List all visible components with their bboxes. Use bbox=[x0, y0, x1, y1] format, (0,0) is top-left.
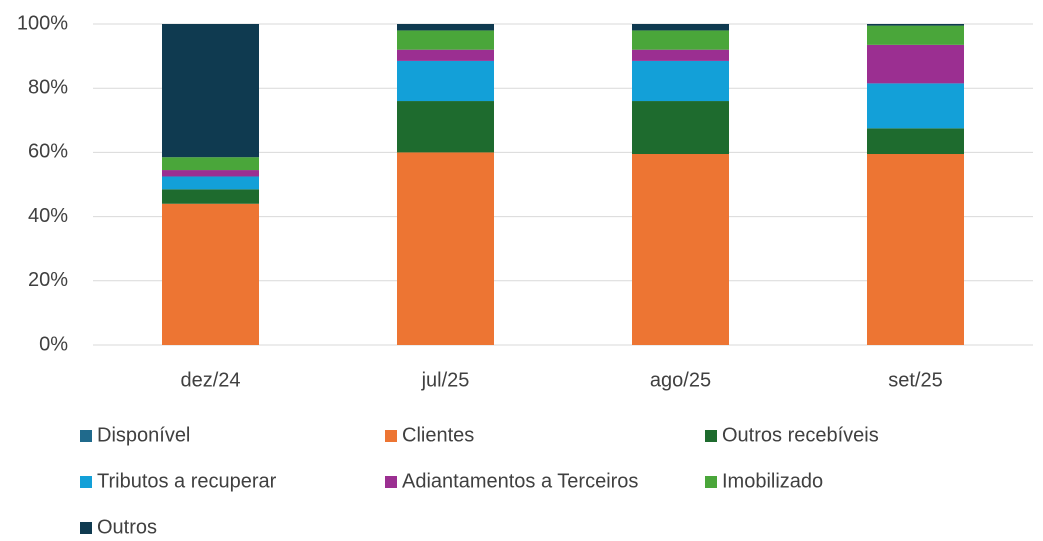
bar-segment bbox=[632, 30, 729, 50]
bar-segment bbox=[397, 24, 494, 31]
legend-swatch bbox=[80, 522, 92, 534]
bar-segment bbox=[162, 24, 259, 158]
legend-swatch bbox=[385, 476, 397, 488]
bar-segment bbox=[867, 25, 964, 45]
bar-segment bbox=[397, 60, 494, 102]
bar-segment bbox=[162, 203, 259, 345]
legend-label: Clientes bbox=[402, 424, 474, 446]
bar-segment bbox=[867, 24, 964, 26]
legend-swatch bbox=[705, 476, 717, 488]
bar-segment bbox=[162, 157, 259, 171]
legend-label: Tributos a recuperar bbox=[97, 470, 277, 492]
bar-segment bbox=[632, 49, 729, 61]
bar-segment bbox=[867, 128, 964, 155]
y-tick-label: 40% bbox=[28, 205, 68, 227]
legend-label: Imobilizado bbox=[722, 470, 823, 492]
bar-segment bbox=[632, 154, 729, 345]
bar-segment bbox=[162, 170, 259, 177]
legend-label: Outros recebíveis bbox=[722, 424, 879, 446]
bar-segment bbox=[867, 154, 964, 345]
y-tick-label: 60% bbox=[28, 141, 68, 163]
legend-label: Disponível bbox=[97, 424, 190, 446]
bar-segment bbox=[867, 83, 964, 129]
bar-segment bbox=[397, 152, 494, 345]
bar-segment bbox=[632, 24, 729, 31]
y-tick-label: 80% bbox=[28, 76, 68, 98]
bar-segment bbox=[632, 60, 729, 102]
bar-segment bbox=[632, 101, 729, 155]
bar-segment bbox=[397, 101, 494, 153]
legend-label: Adiantamentos a Terceiros bbox=[402, 470, 638, 492]
legend-swatch bbox=[705, 430, 717, 442]
y-tick-label: 20% bbox=[28, 269, 68, 291]
x-tick-label: ago/25 bbox=[650, 369, 711, 391]
bar-segment bbox=[397, 49, 494, 61]
bar-segment bbox=[867, 44, 964, 84]
bar-segment bbox=[162, 176, 259, 190]
y-tick-label: 0% bbox=[39, 333, 68, 355]
x-tick-label: set/25 bbox=[888, 369, 942, 391]
legend-label: Outros bbox=[97, 516, 157, 538]
x-tick-label: dez/24 bbox=[180, 369, 240, 391]
legend-swatch bbox=[80, 476, 92, 488]
bar-segment bbox=[397, 30, 494, 50]
legend-swatch bbox=[80, 430, 92, 442]
y-tick-label: 100% bbox=[17, 12, 68, 34]
bar-segment bbox=[162, 189, 259, 204]
x-tick-label: jul/25 bbox=[421, 369, 470, 391]
legend-swatch bbox=[385, 430, 397, 442]
